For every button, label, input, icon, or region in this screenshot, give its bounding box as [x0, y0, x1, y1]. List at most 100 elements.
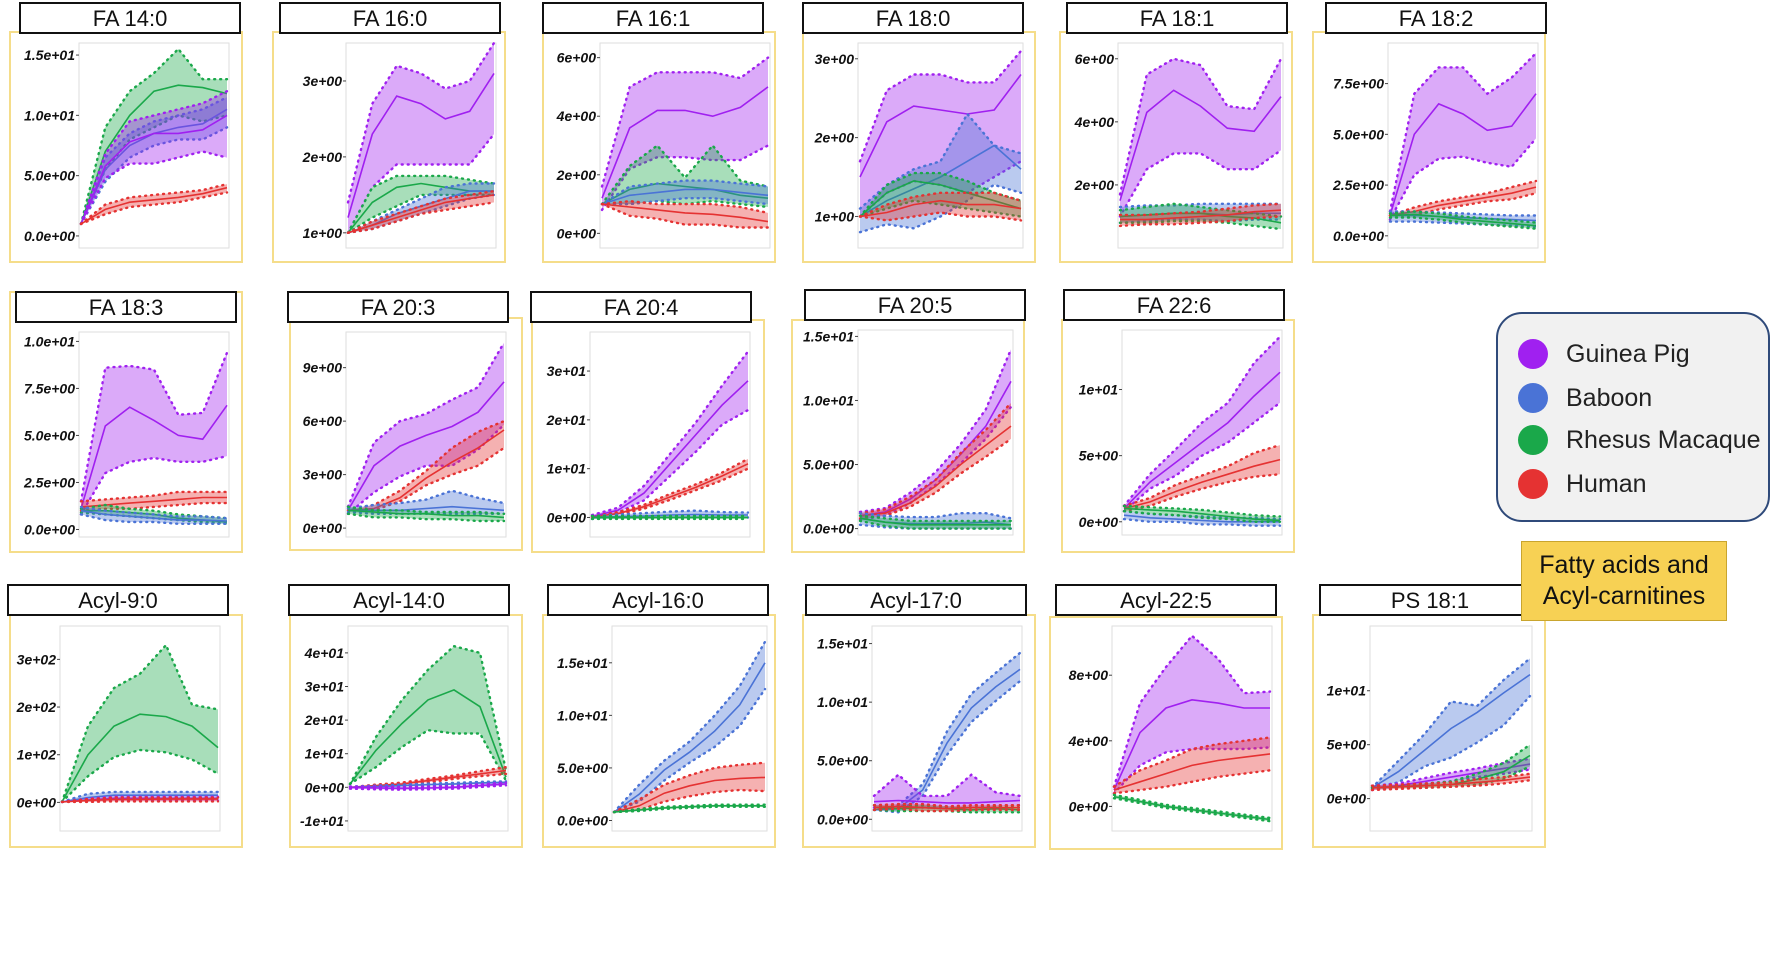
band-upper-edge [60, 796, 220, 804]
plot-area [857, 329, 1014, 536]
confidence-band [1372, 744, 1530, 789]
series-line [347, 509, 505, 519]
band-upper-edge [612, 761, 767, 814]
y-tick-label: 3e+00 [815, 51, 855, 67]
band-lower-edge [60, 800, 220, 804]
series-human [1122, 443, 1282, 513]
band-lower-edge [1112, 769, 1272, 795]
series-line [347, 429, 505, 512]
y-tick-label: 2e+00 [814, 130, 855, 146]
confidence-band [81, 91, 227, 224]
caption-line-2: Acyl-carnitines [1542, 582, 1706, 610]
y-tick-label: 0.0e+00 [557, 812, 608, 828]
panel-fa-20-3: FA 20:3 0e+00 3e+00 6e+00 9e+00 [287, 291, 523, 551]
panel-title-box [530, 291, 752, 323]
band-upper-edge [872, 802, 1022, 808]
series-line [1120, 209, 1282, 221]
y-tick-label: 0e+00 [305, 779, 345, 795]
band-upper-edge [346, 174, 496, 235]
confidence-band [81, 184, 227, 224]
series-line [1119, 89, 1282, 201]
series-human [1118, 202, 1283, 228]
series-line [80, 509, 228, 522]
series-human [600, 199, 770, 229]
band-upper-edge [346, 505, 506, 515]
y-tick-label: 5.0e+00 [1333, 126, 1384, 142]
band-upper-edge [348, 765, 508, 789]
band-upper-edge [1118, 57, 1283, 196]
panel-title-box [279, 2, 501, 34]
band-upper-edge [79, 89, 229, 226]
y-tick-label: 2.5e+00 [1332, 177, 1384, 193]
band-lower-edge [600, 144, 770, 212]
panel-fa-18-3: FA 18:3 0.0e+00 2.5e+00 5.0e+00 7.5e+00 1.0e+… [9, 291, 243, 553]
y-tick-label: 0.0e+00 [803, 521, 854, 537]
y-tick-label: 7.5e+00 [24, 380, 75, 396]
confidence-band [348, 421, 504, 511]
y-tick-label: 5e+00 [1327, 737, 1367, 753]
band-lower-edge [60, 748, 220, 804]
y-tick-label: 3e+01 [305, 678, 345, 694]
plot-area [78, 331, 230, 538]
plot-area [871, 625, 1023, 832]
series-line [80, 114, 228, 225]
y-tick-label: 0e+00 [1069, 798, 1109, 814]
confidence-band [1114, 635, 1270, 794]
panel-fa-22-6: FA 22:6 0e+00 5e+00 1e+01 [1061, 289, 1295, 553]
series-line [601, 86, 769, 199]
band-upper-edge [1112, 736, 1272, 788]
band-upper-edge [1370, 657, 1532, 789]
band-upper-edge [1370, 757, 1532, 787]
panel-title-box [542, 2, 764, 34]
y-tick-label: 1e+01 [547, 461, 587, 477]
y-tick-label: 5e+00 [1079, 448, 1119, 464]
y-tick-label: 1e+01 [305, 746, 345, 762]
band-lower-edge [1388, 216, 1538, 230]
panel-fa-20-5: FA 20:5 0.0e+00 5.0e+00 1.0e+01 1.5e+01 [791, 289, 1026, 553]
legend-item-baboon: Baboon [1518, 380, 1652, 416]
series-line [1123, 514, 1280, 523]
band-lower-edge [1112, 746, 1272, 795]
band-upper-edge [590, 509, 750, 518]
panel-title: Acyl-14:0 [353, 588, 445, 613]
caption-line-1: Fatty acids and [1539, 551, 1709, 579]
series-rhesus-macaque [1122, 504, 1282, 523]
panel-title-box [19, 2, 241, 34]
series-human [79, 182, 229, 226]
band-upper-edge [858, 514, 1013, 523]
band-upper-edge [858, 348, 1013, 514]
plot-area [347, 625, 509, 832]
confidence-band [1390, 181, 1536, 216]
y-tick-label: 1e+00 [815, 208, 855, 224]
band-lower-edge [612, 687, 767, 814]
band-upper-edge [600, 199, 770, 215]
band-lower-edge [79, 454, 229, 516]
panel-title: FA 22:6 [1137, 293, 1212, 318]
y-tick-label: 4e+01 [304, 645, 345, 661]
series-line [1389, 93, 1537, 216]
panel-title-box [804, 289, 1026, 321]
series-line [613, 662, 766, 813]
legend-dot-rhesus-macaque-icon [1518, 425, 1548, 455]
confidence-band [1372, 658, 1530, 788]
series-line [1119, 212, 1282, 224]
panel-title: FA 18:2 [1399, 6, 1474, 31]
band-upper-edge [1388, 179, 1538, 217]
series-guinea-pig [1112, 634, 1272, 795]
y-tick-label: 0.0e+00 [24, 228, 75, 244]
band-upper-edge [346, 41, 496, 204]
series-rhesus-macaque [346, 505, 506, 523]
series-line [1123, 371, 1281, 510]
confidence-band [348, 175, 494, 233]
series-line [349, 783, 507, 790]
panel-title-box [1325, 2, 1547, 34]
series-line [1113, 698, 1270, 791]
series-line [591, 463, 749, 518]
band-upper-edge [590, 457, 750, 518]
band-upper-edge [1388, 51, 1538, 213]
panel-fa-18-2: FA 18:2 0.0e+00 2.5e+00 5.0e+00 7.5e+00 [1312, 2, 1547, 263]
band-upper-edge [348, 781, 508, 789]
confidence-band [1120, 58, 1281, 217]
band-upper-edge [348, 644, 508, 786]
band-lower-edge [600, 202, 770, 229]
